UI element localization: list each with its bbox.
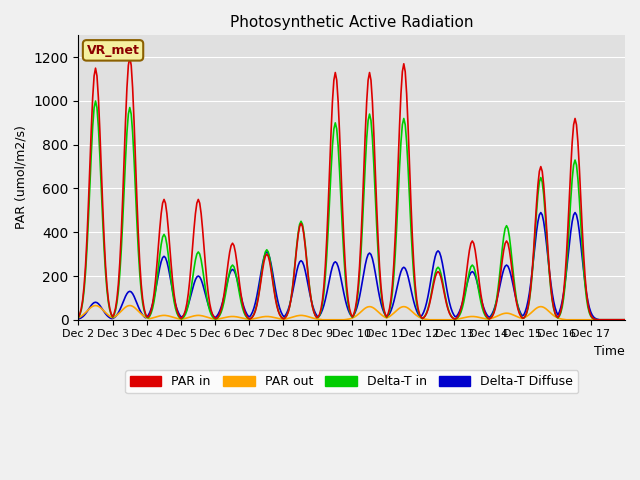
PAR out: [92, 303, 99, 309]
PAR out: [548, 312, 556, 317]
PAR out: [319, 317, 326, 323]
Delta-T Diffuse: [547, 280, 555, 286]
Delta-T in: [95, 124, 102, 130]
Delta-T Diffuse: [75, 316, 83, 322]
Delta-T in: [593, 317, 600, 323]
PAR out: [75, 315, 83, 321]
Line: Delta-T in: Delta-T in: [79, 101, 625, 320]
PAR in: [75, 314, 83, 320]
Title: Photosynthetic Active Radiation: Photosynthetic Active Radiation: [230, 15, 474, 30]
PAR out: [467, 313, 475, 319]
PAR in: [547, 284, 555, 289]
Delta-T Diffuse: [621, 317, 629, 323]
Legend: PAR in, PAR out, Delta-T in, Delta-T Diffuse: PAR in, PAR out, Delta-T in, Delta-T Dif…: [125, 370, 579, 393]
Delta-T in: [75, 314, 83, 320]
Delta-T Diffuse: [620, 317, 627, 323]
Delta-T Diffuse: [537, 210, 545, 216]
PAR out: [621, 317, 629, 323]
PAR out: [111, 313, 119, 319]
Delta-T in: [111, 308, 119, 313]
PAR in: [126, 54, 134, 60]
PAR out: [358, 308, 366, 313]
Delta-T Diffuse: [93, 300, 100, 305]
Line: Delta-T Diffuse: Delta-T Diffuse: [79, 213, 625, 320]
PAR out: [95, 303, 102, 309]
Delta-T Diffuse: [595, 317, 603, 323]
PAR in: [620, 317, 627, 323]
PAR in: [357, 237, 365, 242]
Delta-T in: [466, 269, 474, 275]
Delta-T Diffuse: [464, 277, 472, 283]
Delta-T in: [357, 250, 365, 256]
PAR in: [93, 73, 100, 79]
Delta-T in: [92, 98, 99, 104]
Delta-T Diffuse: [110, 315, 118, 321]
Delta-T in: [621, 317, 629, 323]
PAR in: [593, 317, 600, 323]
X-axis label: Time: Time: [595, 345, 625, 358]
PAR out: [620, 317, 627, 323]
PAR in: [110, 311, 118, 317]
PAR in: [466, 247, 474, 253]
Text: VR_met: VR_met: [86, 44, 140, 57]
Delta-T in: [547, 286, 555, 292]
Line: PAR in: PAR in: [79, 57, 625, 320]
Delta-T in: [620, 317, 627, 323]
PAR in: [621, 317, 629, 323]
Line: PAR out: PAR out: [79, 306, 625, 320]
Y-axis label: PAR (umol/m2/s): PAR (umol/m2/s): [15, 126, 28, 229]
Delta-T Diffuse: [356, 294, 364, 300]
